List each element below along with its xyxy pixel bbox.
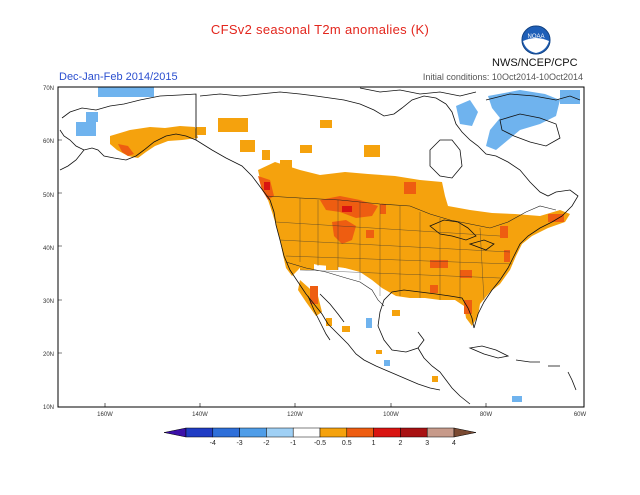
lon-label: 80W [480,412,493,418]
lon-label: 140W [192,412,208,418]
colorbar-label: 0.5 [342,440,352,447]
lat-label: 40N [43,246,54,252]
latitude-axis: 70N 60N 50N 40N 30N 20N 10N [43,86,62,411]
colorbar-segment [163,427,187,438]
political-borders [195,94,557,307]
colorbar-segment [212,427,240,438]
lat-label: 10N [43,405,54,411]
lon-label: 120W [287,412,303,418]
map-frame [57,86,585,408]
strongest-warm-anomaly-region [264,182,352,212]
initial-conditions-label: Initial conditions: 10Oct2014-10Oct2014 [422,72,583,82]
colorbar: -4 -3 -2 -1 -0.5 0.5 1 2 3 4 [163,427,477,447]
lat-label: 50N [43,193,54,199]
lat-label: 60N [43,139,54,145]
lat-label: 70N [43,86,54,92]
colorbar-label: -0.5 [314,440,326,447]
colorbar-label: 2 [398,440,402,447]
lon-label: 160W [97,412,113,418]
colorbar-segment [400,427,428,438]
colorbar-segment [239,427,267,438]
colorbar-label: -4 [210,440,216,447]
agency-label: NWS/NCEP/CPC [492,57,578,69]
lat-label: 30N [43,299,54,305]
coastlines [59,87,581,405]
colorbar-label: -2 [263,440,269,447]
colorbar-label: -3 [236,440,242,447]
cold-anomaly-region [76,87,580,402]
colorbar-label: 4 [452,440,456,447]
state-borders [275,198,513,301]
logo-text: NOAA [527,34,544,40]
colorbar-segment [266,427,294,438]
noaa-logo: NOAA [521,25,551,55]
colorbar-segment [426,427,455,438]
lon-label: 60W [574,412,587,418]
colorbar-segment [319,427,348,438]
colorbar-segment [453,427,477,438]
map-title: CFSv2 seasonal T2m anomalies (K) [210,22,430,37]
colorbar-label: 1 [372,440,376,447]
season-label: Dec-Jan-Feb 2014/2015 [59,71,178,83]
colorbar-label: -1 [290,440,296,447]
colorbar-segment [373,427,401,438]
colorbar-segment [292,427,321,438]
colorbar-segment [185,427,214,438]
colorbar-segment [346,427,374,438]
lon-label: 100W [383,412,399,418]
colorbar-label: 3 [425,440,429,447]
lat-label: 20N [43,352,54,358]
longitude-axis: 160W 140W 120W 100W 80W 60W [97,403,587,418]
